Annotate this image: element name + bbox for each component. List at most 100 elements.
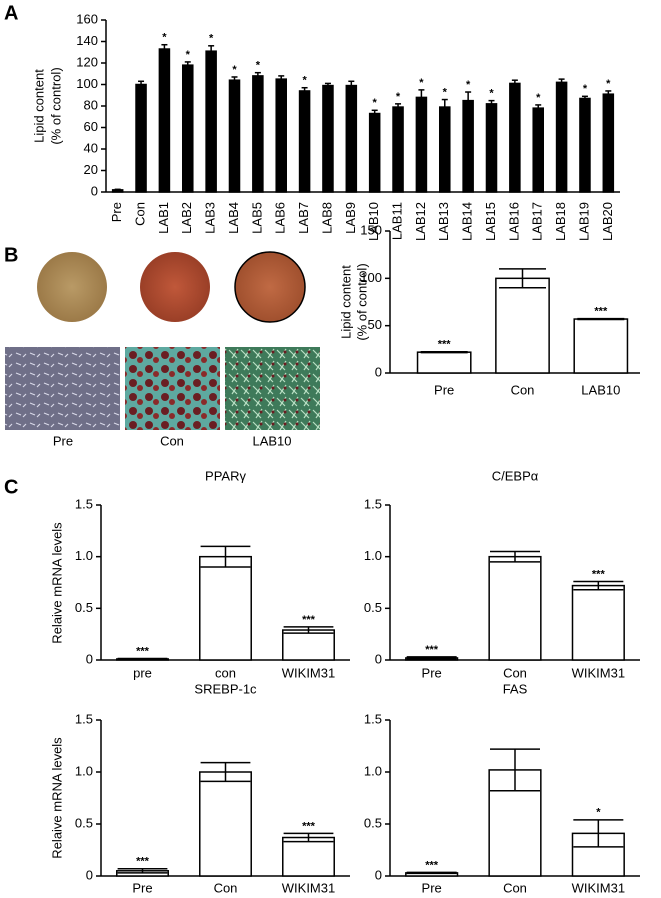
- significance: ***: [302, 820, 316, 832]
- y-tick-label: 0: [86, 651, 93, 666]
- panel-label: A: [4, 2, 18, 24]
- plate-image: [37, 252, 107, 322]
- bar: [485, 103, 498, 193]
- bar: [368, 112, 381, 193]
- significance: *: [256, 60, 261, 72]
- significance: ***: [425, 859, 439, 871]
- y-tick-label: 100: [360, 270, 382, 285]
- x-tick-label: LAB14: [460, 202, 475, 241]
- x-tick-label: Con: [132, 202, 147, 226]
- x-tick-label: LAB18: [553, 202, 568, 241]
- bar: [438, 106, 451, 193]
- plate-image: [140, 252, 210, 322]
- y-tick-label: 1.5: [75, 496, 93, 511]
- significance: *: [302, 75, 307, 87]
- x-tick-label: Con: [214, 880, 238, 895]
- plate-image: [234, 251, 306, 323]
- x-tick-label: Con: [511, 382, 535, 397]
- significance: *: [583, 83, 588, 95]
- bar: [135, 83, 147, 193]
- x-tick-label: LAB11: [389, 202, 404, 240]
- x-tick-label: WIKIM31: [282, 880, 335, 895]
- image-label: Pre: [53, 433, 73, 448]
- significance: *: [209, 33, 214, 45]
- chart-title: SREBP-1c: [194, 681, 257, 696]
- y-tick-label: 0: [86, 867, 93, 882]
- significance: ***: [425, 644, 439, 656]
- y-tick-label: 0: [375, 867, 382, 882]
- y-tick-label: 0: [375, 651, 382, 666]
- y-tick-label: 100: [76, 76, 98, 91]
- bar: [579, 97, 591, 193]
- significance: *: [489, 88, 494, 100]
- significance: *: [596, 807, 601, 819]
- x-tick-label: Con: [503, 880, 527, 895]
- bar: [199, 771, 252, 877]
- x-tick-label: LAB10: [581, 382, 620, 397]
- significance: *: [536, 92, 541, 104]
- x-tick-label: LAB15: [483, 202, 498, 241]
- x-tick-label: Con: [503, 665, 527, 680]
- x-tick-label: pre: [133, 665, 152, 680]
- chart-title: C/EBPα: [492, 468, 539, 483]
- bar: [462, 99, 474, 193]
- y-tick-label: 140: [76, 33, 98, 48]
- bar: [252, 75, 264, 193]
- x-tick-label: LAB19: [576, 202, 591, 241]
- significance: ***: [594, 305, 608, 317]
- y-tick-label: 160: [76, 11, 98, 26]
- x-tick-label: LAB16: [506, 202, 521, 241]
- x-tick-label: LAB12: [413, 202, 428, 241]
- x-tick-label: LAB10: [366, 202, 381, 241]
- y-tick-label: 60: [84, 119, 98, 134]
- bar: [298, 90, 311, 193]
- significance: *: [606, 78, 611, 90]
- bar: [199, 555, 252, 661]
- x-tick-label: LAB1: [156, 202, 171, 234]
- bar: [228, 79, 241, 193]
- significance: *: [162, 32, 167, 44]
- bar: [392, 106, 404, 193]
- x-tick-label: LAB3: [203, 202, 218, 234]
- y-tick-label: 1.0: [75, 548, 93, 563]
- bar: [181, 64, 194, 193]
- y-axis-label: Relaive mRNA levels: [49, 522, 64, 644]
- x-tick-label: LAB7: [296, 202, 311, 234]
- x-tick-label: LAB4: [226, 202, 241, 234]
- x-tick-label: Pre: [422, 880, 442, 895]
- bar: [532, 107, 545, 193]
- significance: *: [232, 64, 237, 76]
- bar: [571, 584, 625, 661]
- bar: [415, 96, 428, 193]
- y-tick-label: 1.5: [364, 711, 382, 726]
- y-tick-label: 40: [84, 140, 98, 155]
- y-tick-label: 1.5: [364, 496, 382, 511]
- significance: *: [443, 86, 448, 98]
- y-tick-label: 0: [91, 183, 98, 198]
- y-axis-label: (% of control): [354, 263, 369, 340]
- significance: ***: [136, 645, 150, 657]
- y-tick-label: 0.5: [75, 600, 93, 615]
- y-tick-label: 1.0: [364, 763, 382, 778]
- significance: *: [466, 79, 471, 91]
- y-tick-label: 0.5: [75, 815, 93, 830]
- significance: ***: [302, 614, 316, 626]
- x-tick-label: LAB5: [249, 202, 264, 234]
- x-tick-label: Pre: [422, 665, 442, 680]
- x-tick-label: Pre: [434, 382, 454, 397]
- x-tick-label: LAB20: [600, 202, 615, 241]
- x-tick-label: LAB6: [273, 202, 288, 234]
- bar: [205, 50, 217, 193]
- panel-label: B: [4, 244, 18, 266]
- bar: [602, 93, 615, 193]
- bar: [322, 84, 334, 193]
- image-label: LAB10: [252, 433, 291, 448]
- x-tick-label: WIKIM31: [282, 665, 335, 680]
- chart-title: PPARγ: [205, 468, 246, 483]
- bar: [282, 629, 335, 661]
- significance: ***: [592, 568, 606, 580]
- y-tick-label: 1.0: [364, 548, 382, 563]
- y-tick-label: 0.5: [364, 600, 382, 615]
- bar: [571, 832, 625, 877]
- significance: *: [419, 77, 424, 89]
